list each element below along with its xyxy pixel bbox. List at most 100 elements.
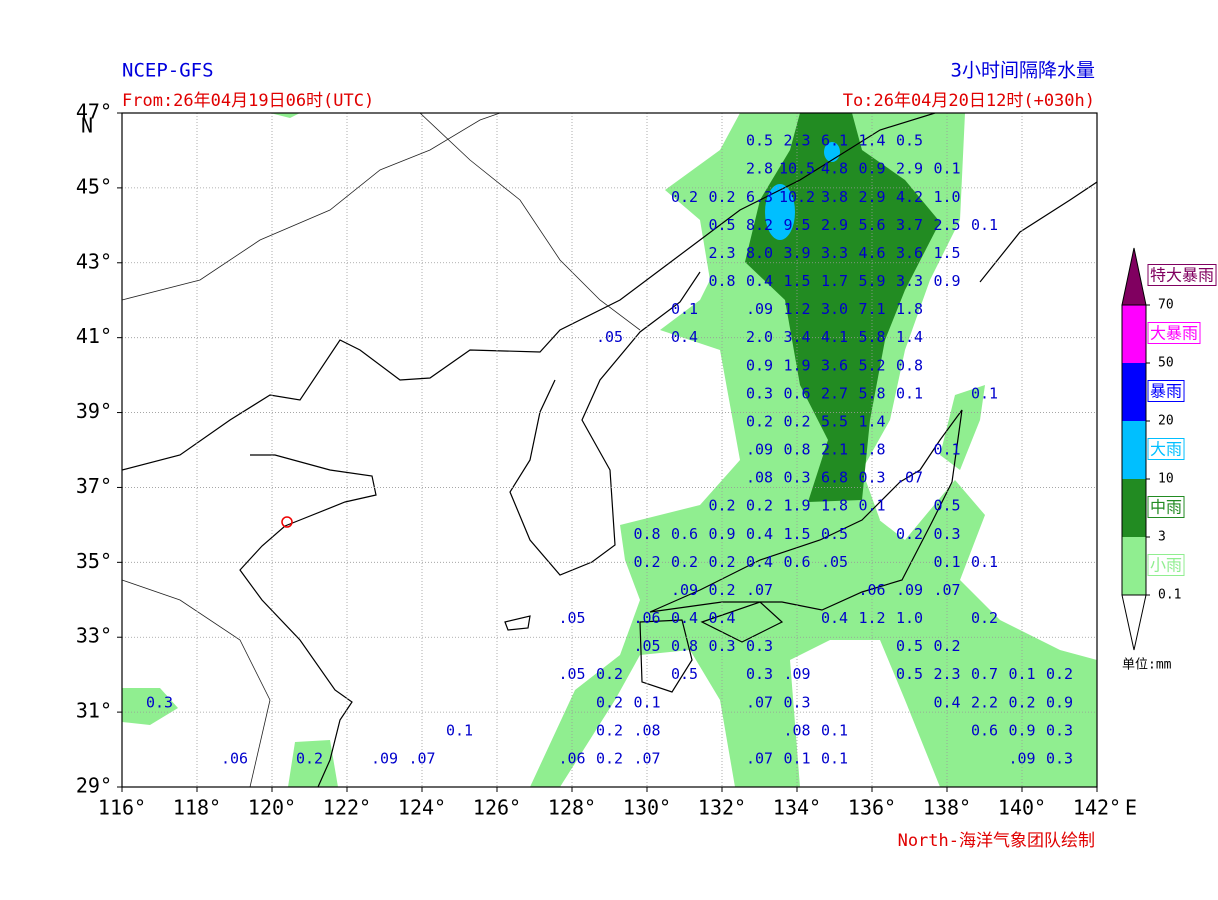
y-tick-label: 47°: [76, 100, 112, 124]
x-tick-label: 128°: [548, 796, 596, 820]
precip-value: 0.1: [971, 553, 998, 571]
x-tick-label: 142°: [1073, 796, 1121, 820]
precip-value: 0.2: [1008, 693, 1035, 711]
precip-value: 0.9: [746, 356, 773, 374]
coastline: [979, 181, 1097, 283]
precip-value: .09: [746, 300, 773, 318]
precip-value: 0.8: [783, 441, 810, 459]
precip-shading: [122, 113, 1097, 787]
precip-value: 3.7: [896, 216, 923, 234]
precip-value: 0.9: [933, 272, 960, 290]
border-line: [419, 113, 641, 331]
coastline: [649, 409, 963, 613]
precip-value: 0.4: [746, 272, 773, 290]
precip-value: 4.2: [896, 188, 923, 206]
precip-value: 2.0: [746, 328, 773, 346]
precip-value: .05: [558, 609, 585, 627]
legend-class-name: 大暴雨: [1150, 324, 1198, 343]
precip-value: 0.2: [746, 497, 773, 515]
colorbar-band: [1122, 479, 1146, 537]
precip-value: 0.8: [671, 637, 698, 655]
precip-value: 5.8: [858, 328, 885, 346]
precip-value: .08: [633, 721, 660, 739]
legend-class-name: 特大暴雨: [1150, 266, 1214, 285]
coastline: [122, 113, 936, 471]
precip-value: .07: [633, 749, 660, 767]
coastline: [700, 601, 784, 643]
precip-value: .06: [858, 581, 885, 599]
precip-value: 1.9: [783, 497, 810, 515]
precip-value: 0.3: [746, 384, 773, 402]
precip-value: 0.1: [671, 300, 698, 318]
precip-value: 0.2: [708, 581, 735, 599]
precip-value: .07: [933, 581, 960, 599]
light-rain-area: [288, 740, 338, 787]
precip-value: 2.8: [746, 160, 773, 178]
precip-value: .09: [746, 441, 773, 459]
precip-value: 0.2: [671, 553, 698, 571]
precip-value: 0.1: [633, 693, 660, 711]
precip-value: 0.1: [971, 216, 998, 234]
precip-value: .09: [1008, 749, 1035, 767]
precip-value: .06: [558, 749, 585, 767]
precip-value: 2.3: [708, 244, 735, 262]
colorbar-band: [1122, 363, 1146, 421]
precip-value: .07: [746, 693, 773, 711]
precip-value: .09: [783, 665, 810, 683]
y-tick-label: 43°: [76, 249, 112, 273]
precip-value: 1.2: [783, 300, 810, 318]
precip-value: 0.3: [783, 693, 810, 711]
colorbar-label: 50: [1158, 356, 1174, 371]
precip-value: 0.5: [708, 216, 735, 234]
precip-value: 0.3: [783, 469, 810, 487]
precip-value: 0.2: [596, 665, 623, 683]
precip-value: 0.7: [971, 665, 998, 683]
legend-class-name: 小雨: [1150, 556, 1182, 575]
y-tick-label: 31°: [76, 699, 112, 723]
precip-value: 1.4: [858, 412, 885, 430]
precip-value: 0.2: [933, 637, 960, 655]
precip-value: 1.8: [858, 441, 885, 459]
precip-value: 0.5: [746, 132, 773, 150]
precip-value: 2.9: [821, 216, 848, 234]
x-tick-label: 126°: [473, 796, 521, 820]
precip-value: 0.6: [671, 525, 698, 543]
x-tick-label: 136°: [848, 796, 896, 820]
precip-value: 1.5: [783, 525, 810, 543]
precip-value: 1.0: [896, 609, 923, 627]
precip-value: 2.9: [896, 160, 923, 178]
precip-value: 0.2: [1046, 665, 1073, 683]
precip-value: 0.4: [746, 525, 773, 543]
precip-value: .07: [408, 749, 435, 767]
x-tick-label: 118°: [173, 796, 221, 820]
legend-class-name: 大雨: [1150, 440, 1182, 459]
precip-value: 0.1: [783, 749, 810, 767]
precip-value: .07: [746, 749, 773, 767]
x-tick-label: 122°: [323, 796, 371, 820]
precip-value: 2.2: [971, 693, 998, 711]
precip-value: 8.2: [746, 216, 773, 234]
precip-value: .05: [821, 553, 848, 571]
precip-value: 1.4: [858, 132, 885, 150]
precip-value: 3.3: [821, 244, 848, 262]
y-unit: N: [81, 114, 93, 138]
precip-value: 0.2: [896, 525, 923, 543]
precip-value: 3.8: [821, 188, 848, 206]
legend-class-box: [1147, 438, 1185, 460]
map-title: 3小时间隔降水量: [951, 60, 1095, 82]
coastline: [504, 615, 531, 631]
precip-value: 0.5: [896, 132, 923, 150]
end-time: To:26年04月20日12时(+030h): [843, 91, 1095, 111]
precip-value: 0.8: [633, 525, 660, 543]
y-tick-label: 35°: [76, 549, 112, 573]
precip-value: 2.3: [933, 665, 960, 683]
y-tick-label: 41°: [76, 324, 112, 348]
precip-value: 0.5: [821, 525, 848, 543]
precip-value: 3.6: [821, 356, 848, 374]
precip-value: 1.7: [821, 272, 848, 290]
precip-value: 4.8: [821, 160, 848, 178]
precip-value: 0.1: [933, 441, 960, 459]
precip-value: 0.2: [671, 188, 698, 206]
legend-class-box: [1147, 322, 1201, 344]
precip-value: 10.5: [779, 160, 815, 178]
